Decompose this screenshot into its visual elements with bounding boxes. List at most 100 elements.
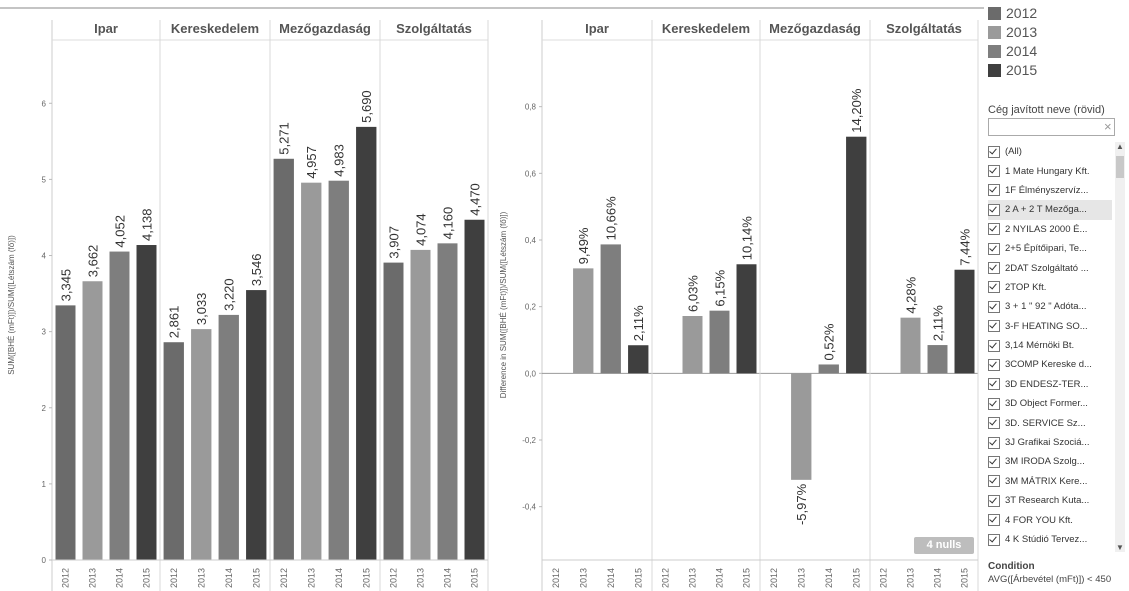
checkbox-checked-icon[interactable] [988, 397, 1000, 410]
y-axis-label: SUM([BHÉ (mFt)])/SUM([Létszám (fő)]) [7, 235, 16, 375]
checkbox-checked-icon[interactable] [988, 436, 1000, 449]
checkbox-checked-icon[interactable] [988, 223, 1000, 236]
filter-item-label: 4 FOR YOU Kft. [1005, 514, 1073, 526]
filter-item[interactable]: 3COMP Kereske d... [988, 355, 1112, 374]
data-label: 6,15% [713, 269, 728, 306]
filter-item[interactable]: 3-F HEATING SO... [988, 317, 1112, 336]
sidebar: 2012 2013 2014 2015 Cég javított neve (rövi… [984, 0, 1129, 591]
x-tick-label: 2014 [933, 568, 943, 588]
filter-item-label: 3 + 1 " 92 " Adóta... [1005, 301, 1087, 313]
y-tick-label: -0,4 [522, 503, 536, 512]
data-label: -5,97% [794, 483, 809, 525]
filter-item[interactable]: 3J Grafikai Szociá... [988, 433, 1112, 452]
data-label: 4,160 [441, 207, 456, 240]
x-tick-label: 2015 [960, 568, 970, 588]
checkbox-checked-icon[interactable] [988, 281, 1000, 294]
legend-item[interactable]: 2013 [988, 23, 1037, 41]
bar [736, 264, 757, 374]
filter-item[interactable]: 3D Object Former... [988, 394, 1112, 413]
filter-scrollbar[interactable]: ▲ ▼ [1115, 142, 1125, 552]
data-label: 0,52% [822, 323, 837, 360]
checkbox-checked-icon[interactable] [988, 475, 1000, 488]
filter-item[interactable]: 1F Élményszervíz... [988, 181, 1112, 200]
checkbox-checked-icon[interactable] [988, 494, 1000, 507]
checkbox-checked-icon[interactable] [988, 533, 1000, 546]
scroll-thumb[interactable] [1116, 156, 1124, 178]
filter-item[interactable]: 1 Mate Hungary Kft. [988, 161, 1112, 180]
filter-item[interactable]: 3T Research Kuta... [988, 491, 1112, 510]
filter-item[interactable]: 3 + 1 " 92 " Adóta... [988, 297, 1112, 316]
filter-item[interactable]: 4 K Stúdió Tervez... [988, 530, 1112, 549]
legend-label: 2015 [1006, 62, 1038, 78]
checkbox-checked-icon[interactable] [988, 242, 1000, 255]
legend-item[interactable]: 2012 [988, 4, 1037, 22]
clear-icon[interactable]: × [1104, 119, 1112, 134]
checkbox-checked-icon[interactable] [988, 514, 1000, 527]
bar [682, 316, 703, 374]
filter-item[interactable]: 3M IRODA Szolg... [988, 452, 1112, 471]
x-tick-label: 2012 [551, 568, 561, 588]
filter-item[interactable]: 3M MÁTRIX Kere... [988, 472, 1112, 491]
bar [464, 219, 485, 560]
filter-item-label: 2+5 Építőipari, Te... [1005, 243, 1087, 255]
checkbox-checked-icon[interactable] [988, 165, 1000, 178]
bar [927, 345, 948, 374]
filter-item[interactable]: 3,14 Mérnöki Bt. [988, 336, 1112, 355]
checkbox-checked-icon[interactable] [988, 262, 1000, 275]
x-tick-label: 2014 [824, 568, 834, 588]
data-label: 3,907 [387, 226, 402, 259]
legend-item[interactable]: 2015 [988, 61, 1037, 79]
checkbox-checked-icon[interactable] [988, 455, 1000, 468]
filter-item[interactable]: 3D ENDESZ-TER... [988, 375, 1112, 394]
x-tick-label: 2013 [796, 568, 806, 588]
filter-item[interactable]: 4 LÓERŐ Adótan... [988, 549, 1112, 552]
bar [356, 126, 377, 560]
bar [628, 345, 649, 374]
y-tick-label: 6 [42, 99, 47, 108]
checkbox-checked-icon[interactable] [988, 358, 1000, 371]
x-tick-label: 2012 [279, 568, 289, 588]
nulls-badge[interactable]: 4 nulls [914, 537, 974, 554]
filter-item-label: 3COMP Kereske d... [1005, 359, 1092, 371]
data-label: 4,074 [414, 213, 429, 246]
checkbox-checked-icon[interactable] [988, 417, 1000, 430]
data-label: 10,66% [604, 196, 619, 241]
scroll-down-icon[interactable]: ▼ [1116, 543, 1124, 552]
checkbox-checked-icon[interactable] [988, 300, 1000, 313]
filter-item[interactable]: 4 FOR YOU Kft. [988, 510, 1112, 529]
y-tick-label: 0,2 [525, 303, 537, 312]
checkbox-checked-icon[interactable] [988, 339, 1000, 352]
checkbox-checked-icon[interactable] [988, 203, 1000, 216]
checkbox-checked-icon[interactable] [988, 320, 1000, 333]
y-tick-label: 0,4 [525, 236, 537, 245]
checkbox-checked-icon[interactable] [988, 145, 1000, 158]
legend-item[interactable]: 2014 [988, 42, 1037, 60]
data-label: 4,052 [113, 215, 128, 248]
filter-item[interactable]: 2 NYILAS 2000 É... [988, 220, 1112, 239]
bar [410, 249, 431, 560]
x-tick-label: 2012 [769, 568, 779, 588]
x-tick-label: 2012 [61, 568, 71, 588]
checkbox-checked-icon[interactable] [988, 378, 1000, 391]
filter-item[interactable]: 2DAT Szolgáltató ... [988, 258, 1112, 277]
filter-item[interactable]: 3D. SERVICE Sz... [988, 413, 1112, 432]
filter-title: Cég javított neve (rövid) [988, 104, 1105, 116]
data-label: 5,690 [359, 90, 374, 123]
x-tick-label: 2013 [306, 568, 316, 588]
x-tick-label: 2013 [906, 568, 916, 588]
data-label: 4,957 [304, 146, 319, 179]
bar [163, 342, 184, 560]
checkbox-checked-icon[interactable] [988, 184, 1000, 197]
bar [301, 182, 322, 560]
filter-item[interactable]: 2+5 Építőipari, Te... [988, 239, 1112, 258]
filter-item-label: 2DAT Szolgáltató ... [1005, 262, 1089, 274]
legend-swatch [988, 25, 1001, 39]
panel-header: Kereskedelem [171, 21, 259, 36]
scroll-up-icon[interactable]: ▲ [1116, 142, 1124, 151]
filter-search-input[interactable] [988, 118, 1115, 136]
data-label: 4,138 [140, 208, 155, 241]
filter-item[interactable]: 2TOP Kft. [988, 278, 1112, 297]
y-tick-label: 5 [42, 175, 47, 184]
filter-item[interactable]: 2 A + 2 T Mezőga... [988, 200, 1112, 220]
filter-item[interactable]: (All) [988, 142, 1112, 161]
